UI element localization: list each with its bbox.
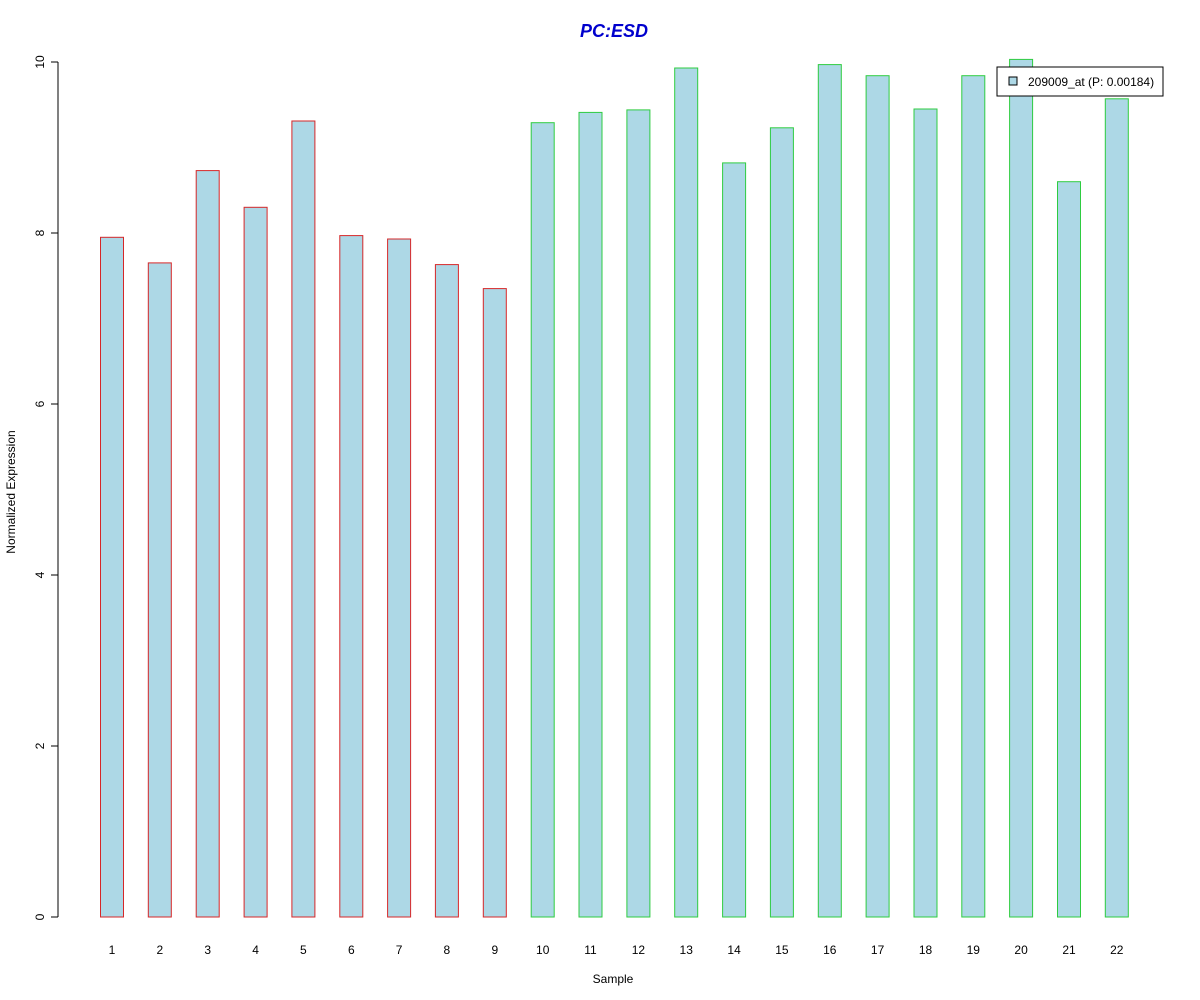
x-tick-label: 14	[727, 943, 741, 957]
x-tick-label: 19	[967, 943, 981, 957]
x-tick-label: 16	[823, 943, 837, 957]
bar-sample-5	[291, 120, 316, 918]
bar-sample-18	[913, 108, 938, 918]
x-tick-label: 3	[204, 943, 211, 957]
x-tick-label: 1	[109, 943, 116, 957]
x-axis-tick-labels: 1 2 3 4 5 6 7 8 9 10 11 12 13 14 15 16 17 18 19 20 21 22	[109, 943, 1124, 957]
x-tick-label: 7	[396, 943, 403, 957]
y-tick-label: 2	[33, 742, 47, 749]
legend-box	[996, 66, 1164, 97]
y-tick-label: 6	[33, 400, 47, 407]
x-tick-label: 2	[156, 943, 163, 957]
y-axis-ticks: 0 2 4 6 8 10	[33, 55, 58, 920]
bar-sample-1	[100, 236, 124, 918]
bar-sample-20	[1009, 58, 1034, 918]
chart-title: PC:ESD	[580, 21, 648, 41]
x-tick-label: 6	[348, 943, 355, 957]
bar-sample-22	[1104, 98, 1129, 918]
bar-sample-4	[243, 206, 268, 918]
bar-sample-19	[961, 75, 986, 918]
legend: 209009_at (P: 0.00184)	[996, 66, 1164, 97]
bar-sample-7	[387, 238, 412, 918]
bar-sample-10	[530, 122, 555, 918]
bar-sample-13	[674, 67, 699, 918]
x-tick-label: 21	[1062, 943, 1076, 957]
bar-sample-9	[482, 288, 507, 918]
x-tick-label: 15	[775, 943, 789, 957]
bar-sample-3	[195, 170, 220, 918]
y-tick-label: 8	[33, 229, 47, 236]
bar-sample-11	[578, 111, 603, 918]
x-tick-label: 17	[871, 943, 885, 957]
legend-label: 209009_at (P: 0.00184)	[1028, 75, 1154, 89]
x-tick-label: 20	[1014, 943, 1028, 957]
bars-group	[100, 58, 1129, 918]
y-tick-label: 0	[33, 913, 47, 920]
x-tick-label: 22	[1110, 943, 1124, 957]
x-tick-label: 8	[444, 943, 451, 957]
x-tick-label: 5	[300, 943, 307, 957]
y-tick-label: 4	[33, 571, 47, 578]
x-tick-label: 12	[632, 943, 646, 957]
x-axis-label: Sample	[593, 972, 634, 986]
bar-sample-6	[339, 235, 364, 918]
bar-sample-21	[1057, 181, 1081, 918]
legend-swatch	[1008, 76, 1018, 86]
x-tick-label: 18	[919, 943, 933, 957]
bar-sample-14	[722, 162, 747, 918]
y-axis-label: Normalized Expression	[4, 430, 18, 553]
x-tick-label: 11	[584, 943, 597, 957]
bar-sample-2	[147, 262, 172, 918]
y-tick-label: 10	[33, 55, 47, 69]
x-tick-label: 9	[491, 943, 498, 957]
bar-sample-12	[626, 109, 651, 918]
x-tick-label: 13	[680, 943, 694, 957]
x-tick-label: 4	[252, 943, 259, 957]
x-tick-label: 10	[536, 943, 550, 957]
bar-sample-16	[817, 64, 842, 918]
bar-sample-15	[769, 127, 794, 918]
bar-sample-17	[865, 75, 890, 918]
bar-sample-8	[434, 264, 459, 918]
